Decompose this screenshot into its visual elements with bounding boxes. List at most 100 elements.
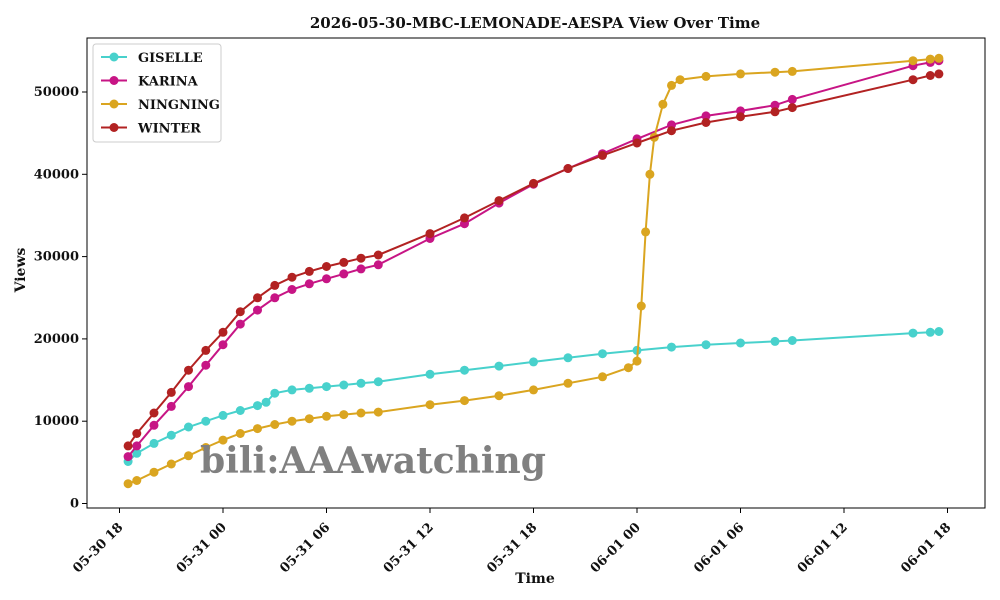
- data-point: [235, 429, 245, 438]
- data-point: [632, 356, 642, 366]
- data-point: [658, 99, 668, 109]
- data-point: [166, 459, 176, 469]
- data-point: [563, 164, 573, 173]
- data-point: [787, 103, 797, 113]
- y-tick-label: 50000: [34, 85, 79, 100]
- data-point: [736, 112, 745, 122]
- data-point: [356, 408, 366, 418]
- series-karina: [123, 56, 944, 462]
- data-point: [166, 430, 176, 440]
- data-point: [645, 169, 655, 179]
- data-point: [184, 382, 193, 392]
- legend-marker: [109, 52, 119, 62]
- legend: GISELLE KARINA NINGNING WINTER: [92, 43, 222, 143]
- data-point: [184, 422, 193, 432]
- data-point: [235, 307, 245, 317]
- y-tick-label: 40000: [34, 167, 79, 182]
- legend-item: NINGNING: [101, 98, 220, 113]
- data-point: [925, 327, 935, 337]
- data-point: [425, 229, 435, 239]
- x-tick-label: 06-01 18: [898, 520, 954, 576]
- data-point: [339, 257, 349, 267]
- data-point: [598, 150, 607, 160]
- data-point: [287, 416, 297, 426]
- legend-item: WINTER: [101, 122, 201, 137]
- data-point: [460, 213, 469, 223]
- data-point: [235, 406, 245, 415]
- data-point: [218, 340, 228, 350]
- data-point: [132, 448, 142, 458]
- data-point: [201, 345, 211, 355]
- data-point: [460, 365, 469, 375]
- x-tick-label: 05-31 06: [277, 520, 333, 576]
- y-tick-label: 10000: [34, 414, 79, 429]
- data-point: [253, 293, 262, 303]
- data-point: [908, 75, 918, 85]
- data-point: [356, 253, 366, 263]
- data-point: [563, 353, 573, 363]
- data-point: [253, 424, 262, 434]
- data-point: [261, 397, 271, 407]
- data-point: [736, 69, 745, 79]
- data-point: [494, 196, 504, 206]
- plot-frame: [86, 37, 986, 509]
- data-point: [322, 262, 331, 271]
- data-point: [675, 75, 685, 85]
- legend-marker: [109, 99, 119, 109]
- data-point: [908, 56, 918, 66]
- data-point: [270, 280, 280, 290]
- series-line: [127, 59, 940, 458]
- data-point: [287, 285, 297, 294]
- data-point: [287, 385, 297, 395]
- data-point: [201, 416, 211, 426]
- data-point: [641, 227, 651, 237]
- data-point: [322, 382, 331, 392]
- data-point: [149, 420, 159, 430]
- data-point: [253, 305, 262, 315]
- data-point: [563, 378, 573, 388]
- data-point: [218, 435, 228, 445]
- data-point: [770, 107, 780, 117]
- data-point: [908, 328, 918, 338]
- data-point: [667, 342, 676, 352]
- data-point: [494, 391, 504, 401]
- data-point: [339, 380, 349, 390]
- data-point: [925, 54, 935, 64]
- data-point: [425, 400, 435, 410]
- legend-label: WINTER: [137, 122, 201, 137]
- watermark-text: bili:AAAwatching: [200, 440, 546, 482]
- x-axis-label: Time: [515, 571, 555, 587]
- x-tick-label: 05-31 12: [381, 520, 437, 576]
- data-point: [149, 467, 159, 477]
- series-giselle: [123, 327, 944, 466]
- x-tick-label: 06-01 06: [691, 520, 747, 576]
- data-point: [270, 388, 280, 398]
- data-point: [270, 420, 280, 429]
- data-point: [132, 441, 142, 451]
- legend-item: GISELLE: [101, 51, 203, 66]
- y-tick-label: 0: [70, 497, 79, 512]
- data-point: [166, 401, 176, 411]
- data-point: [736, 338, 745, 348]
- data-point: [123, 479, 133, 489]
- x-tick-label: 05-30 18: [70, 520, 126, 576]
- data-point: [356, 264, 366, 274]
- legend-label: NINGNING: [138, 98, 220, 113]
- data-point: [166, 387, 176, 397]
- data-point: [287, 272, 297, 282]
- data-point: [373, 407, 383, 417]
- data-point: [494, 361, 504, 371]
- legend-box: [92, 43, 222, 143]
- data-point: [201, 360, 211, 370]
- data-point: [460, 396, 469, 406]
- data-point: [632, 138, 642, 148]
- data-point: [322, 274, 331, 284]
- data-point: [218, 327, 228, 337]
- data-point: [787, 336, 797, 345]
- data-point: [304, 279, 314, 289]
- data-point: [934, 53, 944, 63]
- data-point: [636, 301, 646, 311]
- legend-label: KARINA: [138, 75, 199, 90]
- data-point: [787, 66, 797, 76]
